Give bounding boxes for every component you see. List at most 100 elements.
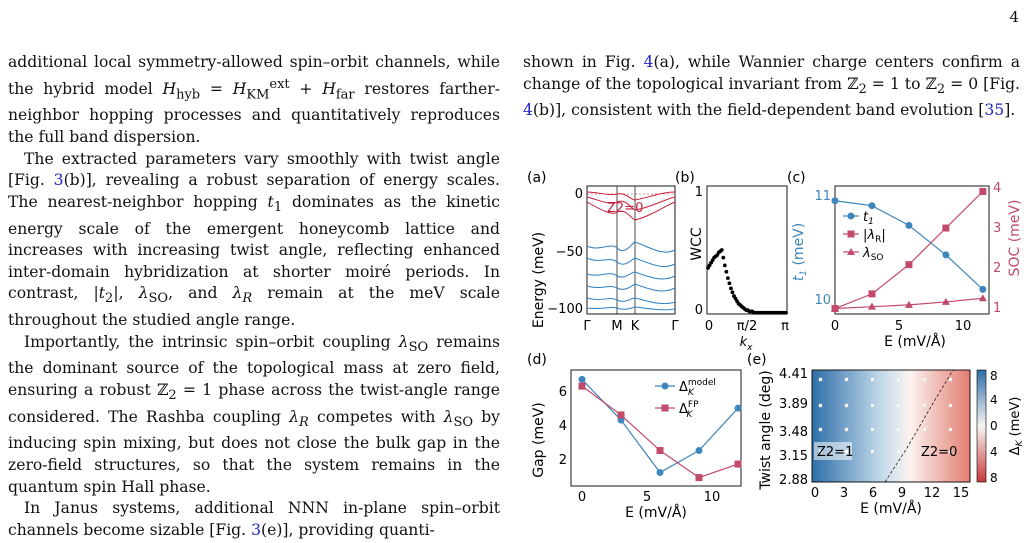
point-lambda-r bbox=[942, 224, 950, 232]
panel-a-label: (a) bbox=[527, 170, 547, 186]
band-red-3 bbox=[586, 201, 676, 221]
panel-c-series bbox=[831, 187, 987, 313]
panel-c-ytick-right-2: 2 bbox=[993, 261, 1001, 276]
point-lambda-r bbox=[905, 261, 913, 269]
panel-d-ytick-2: 2 bbox=[559, 453, 567, 468]
colorbar-label: ΔK (meV) bbox=[1008, 397, 1025, 456]
panel-e-grid-points bbox=[818, 377, 953, 454]
panel-c-ytick-left-0: 11 bbox=[814, 189, 831, 204]
panel-c-ytick-right-1: 3 bbox=[993, 221, 1001, 236]
page-number: 4 bbox=[1009, 8, 1019, 26]
panel-e-ytick-3: 3.15 bbox=[779, 449, 808, 464]
panel-e-axes bbox=[811, 369, 971, 483]
colorbar-tick-3: 4 bbox=[990, 445, 998, 459]
panel-b-ytick-0: 0 bbox=[695, 303, 703, 318]
band-blue-2 bbox=[586, 257, 676, 267]
panel-e-ytick-1: 3.89 bbox=[779, 397, 808, 412]
point-model bbox=[734, 404, 742, 412]
legend-lambda-r-marker bbox=[847, 230, 855, 238]
point-lambda-so bbox=[904, 300, 913, 308]
point-lambda-so bbox=[831, 304, 839, 312]
panel-a-xtick-1: M bbox=[611, 319, 622, 334]
series-line-lambda-r bbox=[834, 191, 984, 310]
legend-model-marker bbox=[661, 382, 669, 390]
colorbar-tick-0: 8 bbox=[990, 369, 998, 383]
panel-e-heatmap bbox=[812, 370, 970, 482]
right-paragraph-1: shown in Fig. 4(a), while Wannier charge… bbox=[523, 53, 1021, 120]
colorbar-tick-2: 0 bbox=[990, 419, 998, 433]
panel-e-ytick-4: 2.88 bbox=[779, 473, 808, 488]
panel-d-xtick-0: 0 bbox=[578, 490, 586, 505]
panel-c-ylabel-right: SOC (meV) bbox=[1007, 200, 1023, 277]
panel-e-region-left: Z2=1 bbox=[817, 445, 853, 460]
colorbar-tick-1: 4 bbox=[990, 393, 998, 407]
panel-d-xtick-2: 10 bbox=[704, 490, 721, 505]
point-fp bbox=[734, 460, 742, 468]
point-t1 bbox=[942, 251, 950, 259]
band-blue-1 bbox=[586, 241, 676, 253]
panel-e-xtick-5: 15 bbox=[953, 486, 970, 501]
panel-e-xtick-2: 6 bbox=[869, 486, 877, 501]
colorbar bbox=[976, 369, 987, 483]
left-paragraph-3: Importantly, the intrinsic spin–orbit co… bbox=[8, 332, 500, 496]
band-red-2 bbox=[586, 196, 676, 211]
wcc-point bbox=[721, 255, 726, 260]
panel-c-ytick-right-0: 4 bbox=[993, 181, 1001, 196]
series-line-model bbox=[581, 378, 739, 474]
point-lambda-so bbox=[941, 297, 950, 305]
panel-a-xtick-2: K bbox=[631, 319, 640, 334]
panel-e-region-right: Z2=0 bbox=[921, 445, 957, 460]
wcc-point bbox=[722, 263, 727, 268]
panel-d-ylabel: Gap (meV) bbox=[531, 402, 547, 478]
panel-d-legend: Δmodel K ΔFP K bbox=[655, 378, 716, 420]
legend-lambda-so-label: λSO bbox=[862, 246, 884, 263]
legend-model-label: Δmodel K bbox=[679, 378, 716, 398]
panel-e-xtick-3: 9 bbox=[898, 486, 906, 501]
phase-boundary bbox=[884, 369, 954, 483]
series-line-fp bbox=[581, 385, 739, 479]
wcc-point bbox=[784, 310, 788, 315]
panel-c-label: (c) bbox=[787, 170, 806, 186]
point-model bbox=[656, 469, 664, 477]
point-lambda-so bbox=[978, 294, 987, 302]
panel-b-label: (b) bbox=[675, 170, 695, 186]
panel-a-ytick-0: 0 bbox=[575, 187, 583, 202]
legend-fp-label: ΔFP K bbox=[679, 400, 699, 420]
panel-a-xtick-0: Γ bbox=[583, 319, 591, 334]
panel-c-legend: t1 |λR| λSO bbox=[843, 210, 886, 263]
panel-b-ytick-1: 1 bbox=[695, 185, 703, 200]
panel-b-xtick-1: π/2 bbox=[737, 319, 757, 334]
panel-e-xtick-0: 0 bbox=[811, 486, 819, 501]
panel-c-ytick-right-3: 1 bbox=[993, 301, 1001, 316]
point-model bbox=[578, 375, 586, 383]
region-left-backdrop bbox=[814, 442, 852, 460]
right-column: shown in Fig. 4(a), while Wannier charge… bbox=[523, 52, 1020, 122]
panel-c-xtick-1: 5 bbox=[895, 319, 903, 334]
point-fp bbox=[617, 411, 625, 419]
point-lambda-r bbox=[868, 290, 876, 298]
colorbar-tick-4: 8 bbox=[990, 471, 998, 485]
panel-d-xtick-1: 5 bbox=[643, 490, 651, 505]
band-blue-3 bbox=[586, 271, 676, 280]
panel-c-xlabel: E (mV/Å) bbox=[884, 333, 946, 350]
panel-c-xtick-0: 0 bbox=[831, 319, 839, 334]
panel-c-xtick-2: 10 bbox=[955, 319, 972, 334]
panel-e-ylabel: Twist angle (deg) bbox=[758, 370, 774, 490]
panel-d-ytick-1: 4 bbox=[559, 419, 567, 434]
left-paragraph-4: In Janus systems, additional NNN in-plan… bbox=[8, 499, 500, 539]
panel-b-xtick-2: π bbox=[781, 319, 789, 334]
panel-a: (a) Energy (meV) 0 −50 −100 Z2=0 Γ M K Γ bbox=[527, 170, 679, 334]
legend-t1-label: t1 bbox=[863, 210, 874, 227]
legend-lambda-so-marker bbox=[847, 248, 855, 255]
band-blue-5 bbox=[586, 297, 676, 305]
panel-e-xtick-1: 3 bbox=[840, 486, 848, 501]
wcc-point bbox=[725, 276, 730, 281]
left-paragraph-2: The extracted parameters vary smoothly w… bbox=[8, 149, 500, 330]
panel-d-xlabel: E (mV/Å) bbox=[625, 504, 687, 521]
band-blue-6 bbox=[586, 306, 676, 311]
panel-d-series bbox=[578, 375, 742, 482]
panel-a-ytick-1: −50 bbox=[556, 245, 583, 260]
band-red-1 bbox=[586, 191, 676, 201]
legend-t1-marker bbox=[847, 212, 855, 220]
band-blue-4 bbox=[586, 283, 676, 292]
